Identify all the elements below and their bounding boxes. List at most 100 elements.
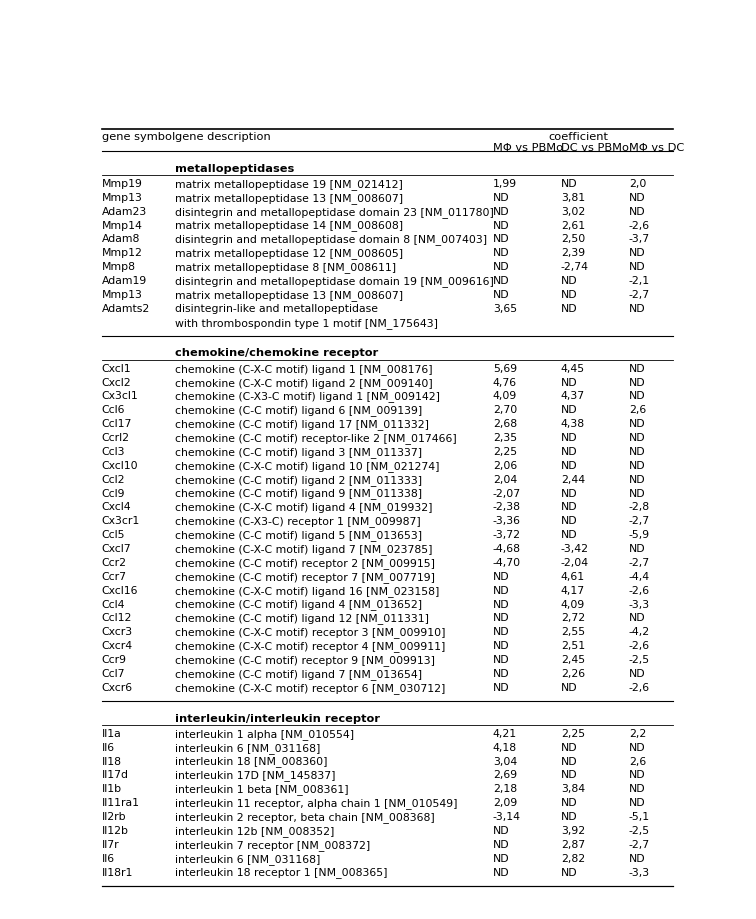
Text: disintegrin and metallopeptidase domain 19 [NM_009616]: disintegrin and metallopeptidase domain … xyxy=(175,276,494,287)
Text: ND: ND xyxy=(629,460,646,471)
Text: 2,87: 2,87 xyxy=(561,840,585,850)
Text: interleukin 18 receptor 1 [NM_008365]: interleukin 18 receptor 1 [NM_008365] xyxy=(175,868,388,879)
Text: Ccr7: Ccr7 xyxy=(101,572,126,582)
Text: -3,3: -3,3 xyxy=(629,599,650,609)
Text: -3,7: -3,7 xyxy=(629,234,650,244)
Text: ND: ND xyxy=(629,854,646,864)
Text: 4,09: 4,09 xyxy=(561,599,585,609)
Text: 2,39: 2,39 xyxy=(561,248,585,258)
Text: -4,68: -4,68 xyxy=(493,544,521,554)
Text: ND: ND xyxy=(493,641,510,652)
Text: -2,8: -2,8 xyxy=(629,503,650,513)
Text: 2,51: 2,51 xyxy=(561,641,585,652)
Text: ND: ND xyxy=(561,489,578,498)
Text: ND: ND xyxy=(561,405,578,415)
Text: Ccr9: Ccr9 xyxy=(101,655,126,665)
Text: 2,04: 2,04 xyxy=(493,475,517,484)
Text: ND: ND xyxy=(629,193,646,203)
Text: Mmp13: Mmp13 xyxy=(101,289,142,300)
Text: ND: ND xyxy=(629,669,646,679)
Text: -3,36: -3,36 xyxy=(493,516,521,527)
Text: 2,45: 2,45 xyxy=(561,655,585,665)
Text: Adamts2: Adamts2 xyxy=(101,304,150,313)
Text: Ccl17: Ccl17 xyxy=(101,419,132,429)
Text: interleukin/interleukin receptor: interleukin/interleukin receptor xyxy=(175,713,380,723)
Text: MΦ vs DC: MΦ vs DC xyxy=(629,143,684,153)
Text: interleukin 18 [NM_008360]: interleukin 18 [NM_008360] xyxy=(175,756,328,767)
Text: ND: ND xyxy=(493,193,510,203)
Text: chemokine (C-X-C motif) ligand 1 [NM_008176]: chemokine (C-X-C motif) ligand 1 [NM_008… xyxy=(175,364,433,375)
Text: -4,70: -4,70 xyxy=(493,558,521,568)
Text: ND: ND xyxy=(561,433,578,443)
Text: chemokine (C-C motif) receptor-like 2 [NM_017466]: chemokine (C-C motif) receptor-like 2 [N… xyxy=(175,433,457,444)
Text: ND: ND xyxy=(493,599,510,609)
Text: 2,09: 2,09 xyxy=(493,799,517,808)
Text: chemokine (C-X-C motif) receptor 6 [NM_030712]: chemokine (C-X-C motif) receptor 6 [NM_0… xyxy=(175,683,446,694)
Text: ND: ND xyxy=(493,262,510,272)
Text: DC vs PBMo: DC vs PBMo xyxy=(561,143,629,153)
Text: Il6: Il6 xyxy=(101,854,115,864)
Text: ND: ND xyxy=(629,391,646,402)
Text: interleukin 12b [NM_008352]: interleukin 12b [NM_008352] xyxy=(175,826,335,837)
Text: ND: ND xyxy=(493,840,510,850)
Text: ND: ND xyxy=(493,683,510,693)
Text: Il18r1: Il18r1 xyxy=(101,868,133,878)
Text: 2,2: 2,2 xyxy=(629,729,646,739)
Text: matrix metallopeptidase 19 [NM_021412]: matrix metallopeptidase 19 [NM_021412] xyxy=(175,179,403,190)
Text: Adam23: Adam23 xyxy=(101,207,147,217)
Text: ND: ND xyxy=(493,221,510,231)
Text: 2,44: 2,44 xyxy=(561,475,585,484)
Text: Cxcl7: Cxcl7 xyxy=(101,544,131,554)
Text: interleukin 6 [NM_031168]: interleukin 6 [NM_031168] xyxy=(175,854,321,865)
Text: Cxcl4: Cxcl4 xyxy=(101,503,131,513)
Text: -2,6: -2,6 xyxy=(629,585,650,596)
Text: Cxcl16: Cxcl16 xyxy=(101,585,138,596)
Text: chemokine (C-C motif) receptor 2 [NM_009915]: chemokine (C-C motif) receptor 2 [NM_009… xyxy=(175,558,435,569)
Text: ND: ND xyxy=(493,276,510,286)
Text: -2,7: -2,7 xyxy=(629,558,650,568)
Text: ND: ND xyxy=(493,669,510,679)
Text: ND: ND xyxy=(561,770,578,780)
Text: chemokine (C-X-C motif) receptor 3 [NM_009910]: chemokine (C-X-C motif) receptor 3 [NM_0… xyxy=(175,628,446,638)
Text: MΦ vs PBMo: MΦ vs PBMo xyxy=(493,143,563,153)
Text: ND: ND xyxy=(629,544,646,554)
Text: matrix metallopeptidase 8 [NM_008611]: matrix metallopeptidase 8 [NM_008611] xyxy=(175,262,396,273)
Text: interleukin 6 [NM_031168]: interleukin 6 [NM_031168] xyxy=(175,743,321,754)
Text: 4,45: 4,45 xyxy=(561,364,585,374)
Text: gene description: gene description xyxy=(175,131,271,142)
Text: 1,99: 1,99 xyxy=(493,179,517,189)
Text: with thrombospondin type 1 motif [NM_175643]: with thrombospondin type 1 motif [NM_175… xyxy=(175,318,438,328)
Text: 2,25: 2,25 xyxy=(493,447,517,457)
Text: Ccl5: Ccl5 xyxy=(101,530,125,540)
Text: -4,4: -4,4 xyxy=(629,572,650,582)
Text: ND: ND xyxy=(561,304,578,313)
Text: Cx3cr1: Cx3cr1 xyxy=(101,516,140,527)
Text: ND: ND xyxy=(493,655,510,665)
Text: -2,1: -2,1 xyxy=(629,276,650,286)
Text: Il6: Il6 xyxy=(101,743,115,753)
Text: metallopeptidases: metallopeptidases xyxy=(175,164,295,174)
Text: Cxcr4: Cxcr4 xyxy=(101,641,132,652)
Text: 2,0: 2,0 xyxy=(629,179,646,189)
Text: chemokine (C-X-C motif) ligand 10 [NM_021274]: chemokine (C-X-C motif) ligand 10 [NM_02… xyxy=(175,460,440,471)
Text: chemokine (C-C motif) ligand 7 [NM_013654]: chemokine (C-C motif) ligand 7 [NM_01365… xyxy=(175,669,423,680)
Text: ND: ND xyxy=(561,276,578,286)
Text: matrix metallopeptidase 13 [NM_008607]: matrix metallopeptidase 13 [NM_008607] xyxy=(175,289,404,301)
Text: ND: ND xyxy=(561,756,578,766)
Text: interleukin 2 receptor, beta chain [NM_008368]: interleukin 2 receptor, beta chain [NM_0… xyxy=(175,812,435,823)
Text: ND: ND xyxy=(493,854,510,864)
Text: ND: ND xyxy=(629,784,646,794)
Text: -2,5: -2,5 xyxy=(629,826,650,836)
Text: ND: ND xyxy=(561,516,578,527)
Text: chemokine (C-C motif) receptor 9 [NM_009913]: chemokine (C-C motif) receptor 9 [NM_009… xyxy=(175,655,435,666)
Text: ND: ND xyxy=(493,572,510,582)
Text: ND: ND xyxy=(493,613,510,623)
Text: ND: ND xyxy=(629,799,646,808)
Text: ND: ND xyxy=(493,628,510,637)
Text: ND: ND xyxy=(629,304,646,313)
Text: ND: ND xyxy=(561,812,578,823)
Text: -2,6: -2,6 xyxy=(629,221,650,231)
Text: interleukin 17D [NM_145837]: interleukin 17D [NM_145837] xyxy=(175,770,336,781)
Text: ND: ND xyxy=(493,234,510,244)
Text: ND: ND xyxy=(561,460,578,471)
